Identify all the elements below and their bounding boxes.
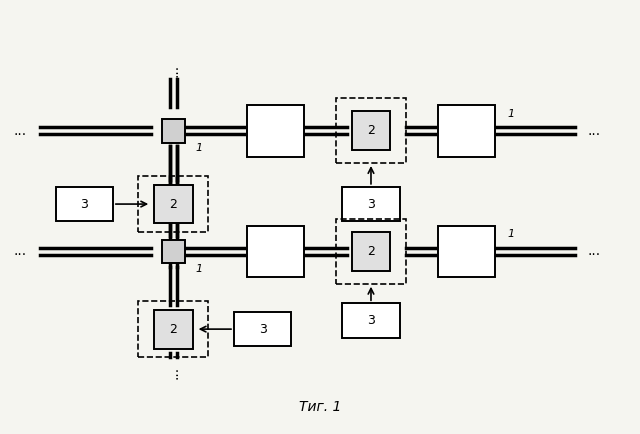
Text: 2: 2 <box>367 245 375 258</box>
FancyBboxPatch shape <box>342 187 399 221</box>
Text: 2: 2 <box>367 124 375 137</box>
FancyBboxPatch shape <box>438 105 495 157</box>
FancyBboxPatch shape <box>163 119 184 143</box>
FancyBboxPatch shape <box>246 226 304 277</box>
FancyBboxPatch shape <box>352 112 390 150</box>
FancyBboxPatch shape <box>342 303 399 338</box>
FancyBboxPatch shape <box>163 240 184 263</box>
Text: 1: 1 <box>256 229 263 239</box>
Text: ...: ... <box>14 124 27 138</box>
Text: Τиг. 1: Τиг. 1 <box>299 400 341 414</box>
FancyBboxPatch shape <box>56 187 113 221</box>
FancyBboxPatch shape <box>246 105 304 157</box>
Text: 2: 2 <box>170 322 177 335</box>
Text: ...: ... <box>588 124 600 138</box>
FancyBboxPatch shape <box>234 312 291 346</box>
Text: 1: 1 <box>195 143 202 153</box>
Text: 1: 1 <box>195 264 202 274</box>
Text: ...: ... <box>14 244 27 259</box>
FancyBboxPatch shape <box>438 226 495 277</box>
Text: ...: ... <box>166 64 180 77</box>
Text: 3: 3 <box>367 197 375 210</box>
Text: ...: ... <box>166 366 180 379</box>
FancyBboxPatch shape <box>154 184 193 224</box>
Text: 3: 3 <box>367 314 375 327</box>
Text: 2: 2 <box>170 197 177 210</box>
FancyBboxPatch shape <box>154 310 193 349</box>
Text: 3: 3 <box>259 322 267 335</box>
Text: 3: 3 <box>80 197 88 210</box>
Text: 1: 1 <box>256 108 263 118</box>
Text: 1: 1 <box>508 229 515 239</box>
Text: 1: 1 <box>508 108 515 118</box>
FancyBboxPatch shape <box>352 232 390 271</box>
Text: ...: ... <box>588 244 600 259</box>
